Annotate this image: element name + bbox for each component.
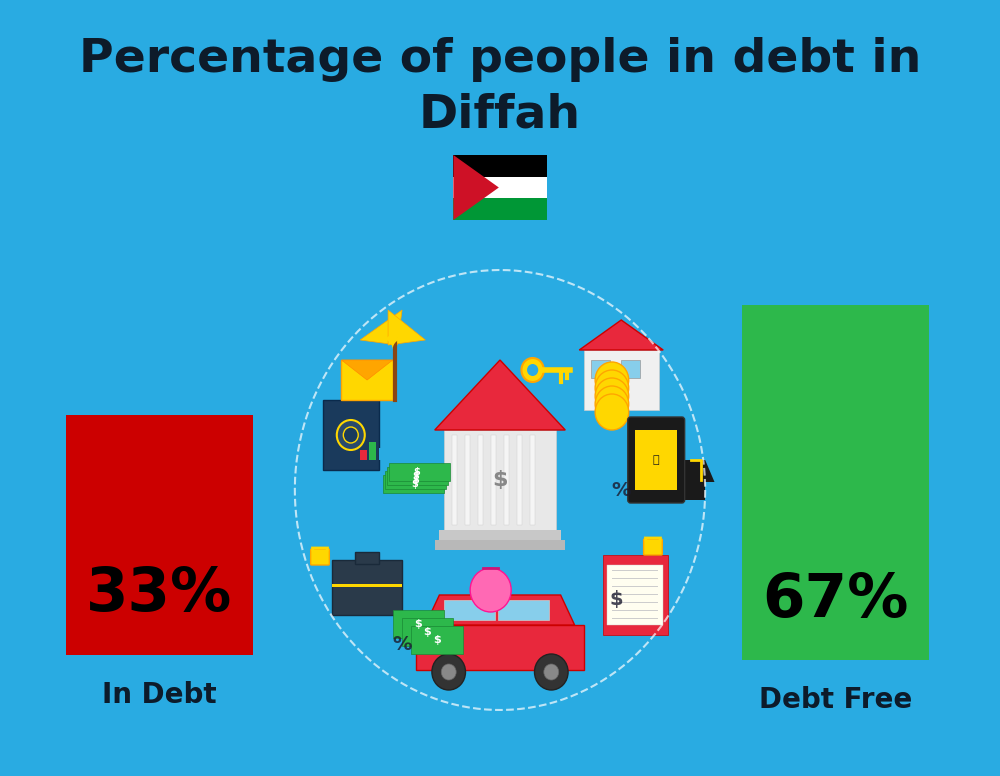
FancyBboxPatch shape <box>402 618 453 646</box>
FancyBboxPatch shape <box>411 626 463 654</box>
FancyBboxPatch shape <box>341 360 393 400</box>
FancyBboxPatch shape <box>607 565 663 625</box>
Text: $: $ <box>411 479 418 489</box>
FancyBboxPatch shape <box>332 584 402 587</box>
Text: %: % <box>611 480 631 500</box>
FancyBboxPatch shape <box>530 435 535 525</box>
FancyBboxPatch shape <box>498 600 549 620</box>
FancyBboxPatch shape <box>435 540 565 550</box>
FancyBboxPatch shape <box>66 415 253 655</box>
FancyBboxPatch shape <box>628 417 685 503</box>
FancyBboxPatch shape <box>452 435 457 525</box>
Text: ⬛: ⬛ <box>652 455 659 465</box>
FancyBboxPatch shape <box>504 435 509 525</box>
FancyBboxPatch shape <box>360 450 367 460</box>
FancyBboxPatch shape <box>439 530 561 540</box>
FancyBboxPatch shape <box>453 155 547 177</box>
FancyBboxPatch shape <box>621 360 640 378</box>
FancyBboxPatch shape <box>393 610 444 638</box>
FancyBboxPatch shape <box>332 560 402 615</box>
Text: $: $ <box>423 627 431 637</box>
FancyBboxPatch shape <box>453 177 547 199</box>
FancyBboxPatch shape <box>591 360 610 378</box>
FancyBboxPatch shape <box>742 305 929 660</box>
Text: Debt Free: Debt Free <box>759 686 912 714</box>
Text: $: $ <box>412 475 419 485</box>
FancyBboxPatch shape <box>369 442 376 460</box>
Polygon shape <box>579 320 663 350</box>
Text: Diffah: Diffah <box>419 92 581 137</box>
FancyBboxPatch shape <box>444 600 495 620</box>
Text: $: $ <box>414 467 420 477</box>
Text: ✦: ✦ <box>381 326 404 354</box>
Circle shape <box>595 370 629 406</box>
FancyBboxPatch shape <box>323 400 379 470</box>
FancyBboxPatch shape <box>640 482 705 500</box>
Circle shape <box>343 427 358 443</box>
FancyBboxPatch shape <box>389 463 450 481</box>
Polygon shape <box>360 310 402 345</box>
Text: Percentage of people in debt in: Percentage of people in debt in <box>79 37 921 82</box>
Polygon shape <box>435 360 565 430</box>
FancyBboxPatch shape <box>517 435 522 525</box>
FancyBboxPatch shape <box>614 385 627 410</box>
Polygon shape <box>631 460 715 482</box>
FancyBboxPatch shape <box>444 430 556 530</box>
Text: 33%: 33% <box>86 566 233 625</box>
FancyBboxPatch shape <box>644 539 662 555</box>
FancyBboxPatch shape <box>355 552 379 564</box>
Circle shape <box>470 568 511 612</box>
FancyBboxPatch shape <box>383 475 444 493</box>
Text: 67%: 67% <box>762 570 909 629</box>
Circle shape <box>432 654 465 690</box>
Polygon shape <box>341 360 393 380</box>
FancyBboxPatch shape <box>491 435 496 525</box>
Circle shape <box>595 394 629 430</box>
FancyBboxPatch shape <box>311 549 329 565</box>
FancyBboxPatch shape <box>385 471 446 489</box>
FancyBboxPatch shape <box>635 430 677 490</box>
Circle shape <box>527 364 538 376</box>
Text: $: $ <box>610 591 623 609</box>
Circle shape <box>544 664 559 680</box>
Text: $: $ <box>433 635 440 645</box>
Text: $: $ <box>492 470 508 490</box>
FancyBboxPatch shape <box>465 435 470 525</box>
Circle shape <box>337 420 365 450</box>
Polygon shape <box>453 155 499 220</box>
Polygon shape <box>416 625 584 670</box>
FancyBboxPatch shape <box>603 555 668 635</box>
FancyBboxPatch shape <box>379 448 385 460</box>
FancyBboxPatch shape <box>584 350 659 410</box>
Circle shape <box>441 664 456 680</box>
FancyBboxPatch shape <box>478 435 483 525</box>
Polygon shape <box>388 310 425 345</box>
Text: $: $ <box>413 471 419 481</box>
Circle shape <box>521 358 544 382</box>
FancyBboxPatch shape <box>387 467 448 485</box>
Polygon shape <box>425 595 575 625</box>
Circle shape <box>595 362 629 398</box>
FancyBboxPatch shape <box>453 199 547 220</box>
Text: %: % <box>392 636 412 654</box>
Text: In Debt: In Debt <box>102 681 217 709</box>
Circle shape <box>595 378 629 414</box>
Circle shape <box>595 386 629 422</box>
Text: $: $ <box>414 619 422 629</box>
Circle shape <box>535 654 568 690</box>
